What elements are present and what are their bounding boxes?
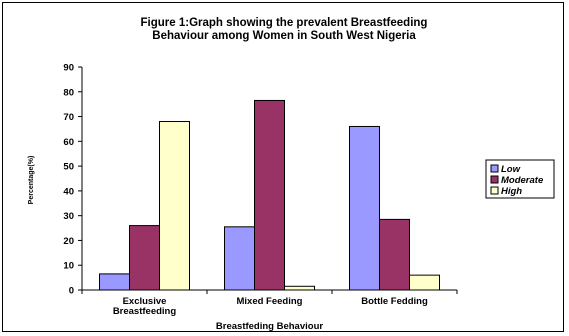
bar-moderate bbox=[129, 225, 160, 291]
legend-swatch-low bbox=[490, 164, 499, 173]
legend-label-high: High bbox=[501, 186, 522, 197]
x-axis-label: Breastfeding Behaviour bbox=[216, 321, 323, 332]
bar-moderate bbox=[379, 218, 410, 291]
y-tick-label: 60 bbox=[63, 137, 74, 148]
y-tick-label: 0 bbox=[69, 286, 74, 297]
x-category-label: Bottle Fedding bbox=[361, 296, 428, 307]
y-axis-label: Percentage(%) bbox=[28, 156, 35, 205]
bar-low bbox=[99, 273, 130, 291]
legend-swatch-moderate bbox=[490, 175, 499, 184]
y-tick-label: 40 bbox=[63, 186, 74, 197]
legend-label-low: Low bbox=[501, 164, 521, 175]
y-tick-label: 20 bbox=[63, 236, 74, 247]
bar-high bbox=[159, 121, 190, 291]
x-category-label: Exclusive bbox=[123, 296, 167, 307]
x-category-label: Mixed Feeding bbox=[237, 296, 303, 307]
legend-swatch-high bbox=[490, 186, 499, 195]
bar-moderate bbox=[254, 99, 285, 291]
y-tick-label: 10 bbox=[63, 261, 74, 272]
chart-title: Figure 1:Graph showing the prevalent Bre… bbox=[140, 17, 428, 42]
y-tick-label: 90 bbox=[63, 63, 74, 74]
y-tick-label: 70 bbox=[63, 112, 74, 123]
x-category-label: Breastfeeding bbox=[113, 306, 177, 317]
bar-high bbox=[284, 285, 315, 291]
legend-label-moderate: Moderate bbox=[501, 175, 544, 186]
bar-low bbox=[349, 125, 380, 291]
bar-high bbox=[409, 274, 440, 291]
y-tick-label: 30 bbox=[63, 211, 74, 222]
y-tick-label: 80 bbox=[63, 87, 74, 98]
bar-low bbox=[224, 226, 255, 291]
y-tick-label: 50 bbox=[63, 162, 74, 173]
